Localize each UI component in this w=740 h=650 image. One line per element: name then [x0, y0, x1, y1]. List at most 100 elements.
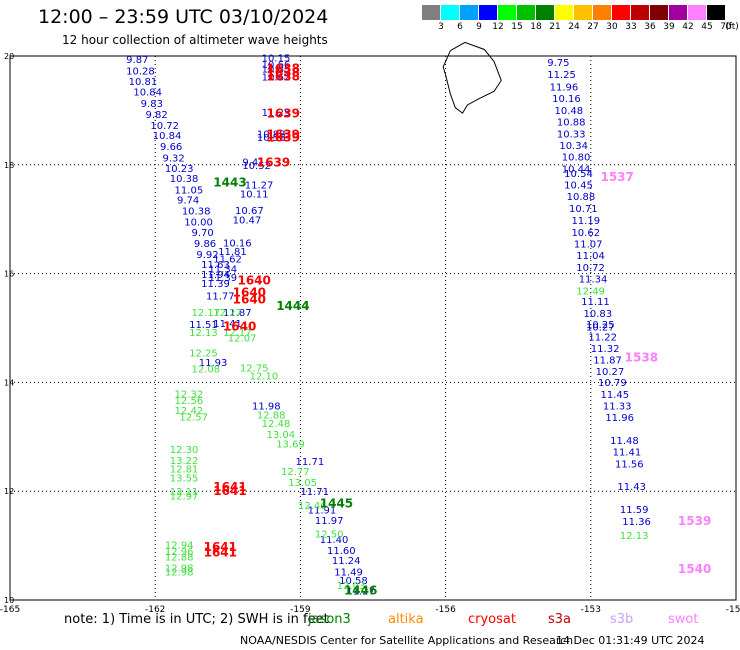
wave-height-label: 11.87 — [593, 355, 622, 366]
wave-height-label: 10.28 — [126, 66, 155, 77]
colorbar-unit-label: (ft) — [725, 22, 739, 32]
pass-time-label: 1639 — [267, 130, 300, 144]
wave-height-label: 9.82 — [146, 110, 168, 121]
pass-time-label: 1539 — [678, 514, 711, 528]
satellite-legend-jason3: jason3 — [308, 612, 351, 627]
wave-height-label: 11.41 — [613, 447, 642, 458]
wave-height-label: 10.38 — [170, 174, 199, 185]
wave-height-label: 10.71 — [569, 204, 598, 215]
wave-height-label: 9.86 — [194, 239, 216, 250]
colorbar-tick-label: 24 — [568, 22, 580, 32]
colorbar-swatch — [460, 5, 479, 20]
wave-height-label: 9.41 — [242, 157, 264, 168]
x-tick-label: -156 — [435, 605, 456, 615]
wave-height-label: 11.96 — [605, 413, 634, 424]
wave-height-label: 13.22 — [170, 456, 199, 467]
x-tick-label: -153 — [581, 605, 601, 615]
wave-height-label: 9.83 — [141, 99, 163, 110]
colorbar-tick-label: 27 — [587, 22, 599, 32]
x-tick-label: -150 — [726, 605, 740, 615]
island-coastline — [442, 41, 502, 114]
wave-height-label: 10.85 — [262, 64, 291, 75]
wave-height-label: 10.88 — [567, 192, 596, 203]
satellite-legend-s3b: s3b — [610, 612, 634, 627]
wave-height-label: 11.40 — [320, 535, 349, 546]
wave-height-label: 10.72 — [150, 121, 179, 132]
wave-height-label: 11.25 — [262, 108, 291, 119]
colorbar-tick-label: 12 — [492, 22, 504, 32]
x-tick-label: -165 — [0, 605, 20, 615]
wave-height-label: 11.05 — [175, 186, 204, 197]
wave-height-label: 10.27 — [596, 367, 625, 378]
wave-height-label: 10.79 — [598, 378, 627, 389]
wave-height-label: 11.94 — [201, 270, 230, 281]
wave-height-label: 10.62 — [571, 228, 600, 239]
colorbar-swatch — [707, 5, 726, 20]
wave-height-label: 10.33 — [557, 130, 586, 141]
wave-height-label: 13.11 — [170, 487, 199, 498]
colorbar-tick-label: 9 — [476, 22, 482, 32]
wave-height-label: 9.66 — [160, 142, 182, 153]
colorbar-swatch — [517, 5, 536, 20]
wave-height-label: 10.67 — [235, 206, 264, 217]
wave-height-label: 11.96 — [550, 82, 579, 93]
wave-height-label: 11.77 — [206, 292, 235, 303]
satellite-legend-swot: swot — [668, 612, 699, 627]
wave-height-label: 13.05 — [288, 478, 317, 489]
wave-height-label: 11.56 — [615, 459, 644, 470]
colorbar-swatch — [593, 5, 612, 20]
wave-height-label: 11.87 — [223, 308, 252, 319]
wave-height-label: 11.39 — [208, 273, 237, 284]
colorbar-swatch — [688, 5, 707, 20]
wave-height-label: 10.45 — [564, 181, 593, 192]
colorbar-swatch — [631, 5, 650, 20]
wave-height-label: 11.60 — [327, 546, 356, 557]
colorbar-swatch — [612, 5, 631, 20]
pass-time-label: 1639 — [267, 128, 300, 142]
pass-time-label: 1639 — [267, 106, 300, 120]
colorbar-swatch — [650, 5, 669, 20]
wave-height-label: 11.63 — [201, 260, 230, 271]
wave-height-label: 9.32 — [162, 154, 184, 165]
pass-time-label: 1641 — [213, 484, 246, 498]
wave-height-label: 12.13 — [620, 531, 649, 542]
colorbar-tick-label: 36 — [644, 22, 656, 32]
pass-time-label: 1641 — [213, 480, 246, 494]
satellite-legend-altika: altika — [388, 612, 424, 627]
colorbar-tick-label: 15 — [511, 22, 523, 32]
footnote: note: 1) Time is in UTC; 2) SWH is in fe… — [64, 612, 329, 627]
wave-height-label: 12.03 — [337, 581, 366, 592]
wave-height-label: 11.49 — [334, 568, 363, 579]
x-tick-label: -162 — [145, 605, 165, 615]
pass-time-label: 1640 — [237, 273, 270, 287]
wave-height-label: 12.13 — [189, 328, 218, 339]
page-subtitle: 12 hour collection of altimeter wave hei… — [62, 33, 328, 47]
wave-height-label: 11.39 — [201, 279, 230, 290]
wave-height-label: 12.49 — [576, 286, 605, 297]
pass-time-label: 1640 — [233, 285, 266, 299]
wave-height-label: 10.34 — [559, 141, 588, 152]
wave-height-label: 11.59 — [620, 505, 649, 516]
colorbar-swatch — [498, 5, 517, 20]
wave-height-label: 12.75 — [240, 364, 269, 375]
wave-height-label: 12.48 — [262, 419, 291, 430]
wave-height-label: 10.80 — [562, 152, 591, 163]
colorbar-tick-label: 70 — [720, 22, 732, 32]
wave-height-label: 12.96 — [165, 547, 194, 558]
pass-time-label: 1538 — [625, 351, 658, 365]
colorbar-tick-label: 3 — [438, 22, 444, 32]
wave-height-label: 13.04 — [267, 430, 296, 441]
wave-height-label: 12.94 — [165, 540, 194, 551]
wave-height-label: 10.88 — [257, 130, 286, 141]
colorbar-swatch — [441, 5, 460, 20]
colorbar-tick-label: 6 — [457, 22, 463, 32]
wave-height-label: 11.04 — [576, 251, 605, 262]
wave-height-label: 10.47 — [233, 216, 262, 227]
wave-height-label: 11.24 — [332, 556, 361, 567]
pass-time-label: 1445 — [320, 497, 353, 511]
wave-height-label: 11.36 — [622, 517, 651, 528]
wave-height-label: 11.98 — [252, 402, 281, 413]
colorbar-tick-label: 30 — [606, 22, 618, 32]
colorbar-tick-label: 39 — [663, 22, 675, 32]
wave-height-label: 9.70 — [192, 228, 214, 239]
